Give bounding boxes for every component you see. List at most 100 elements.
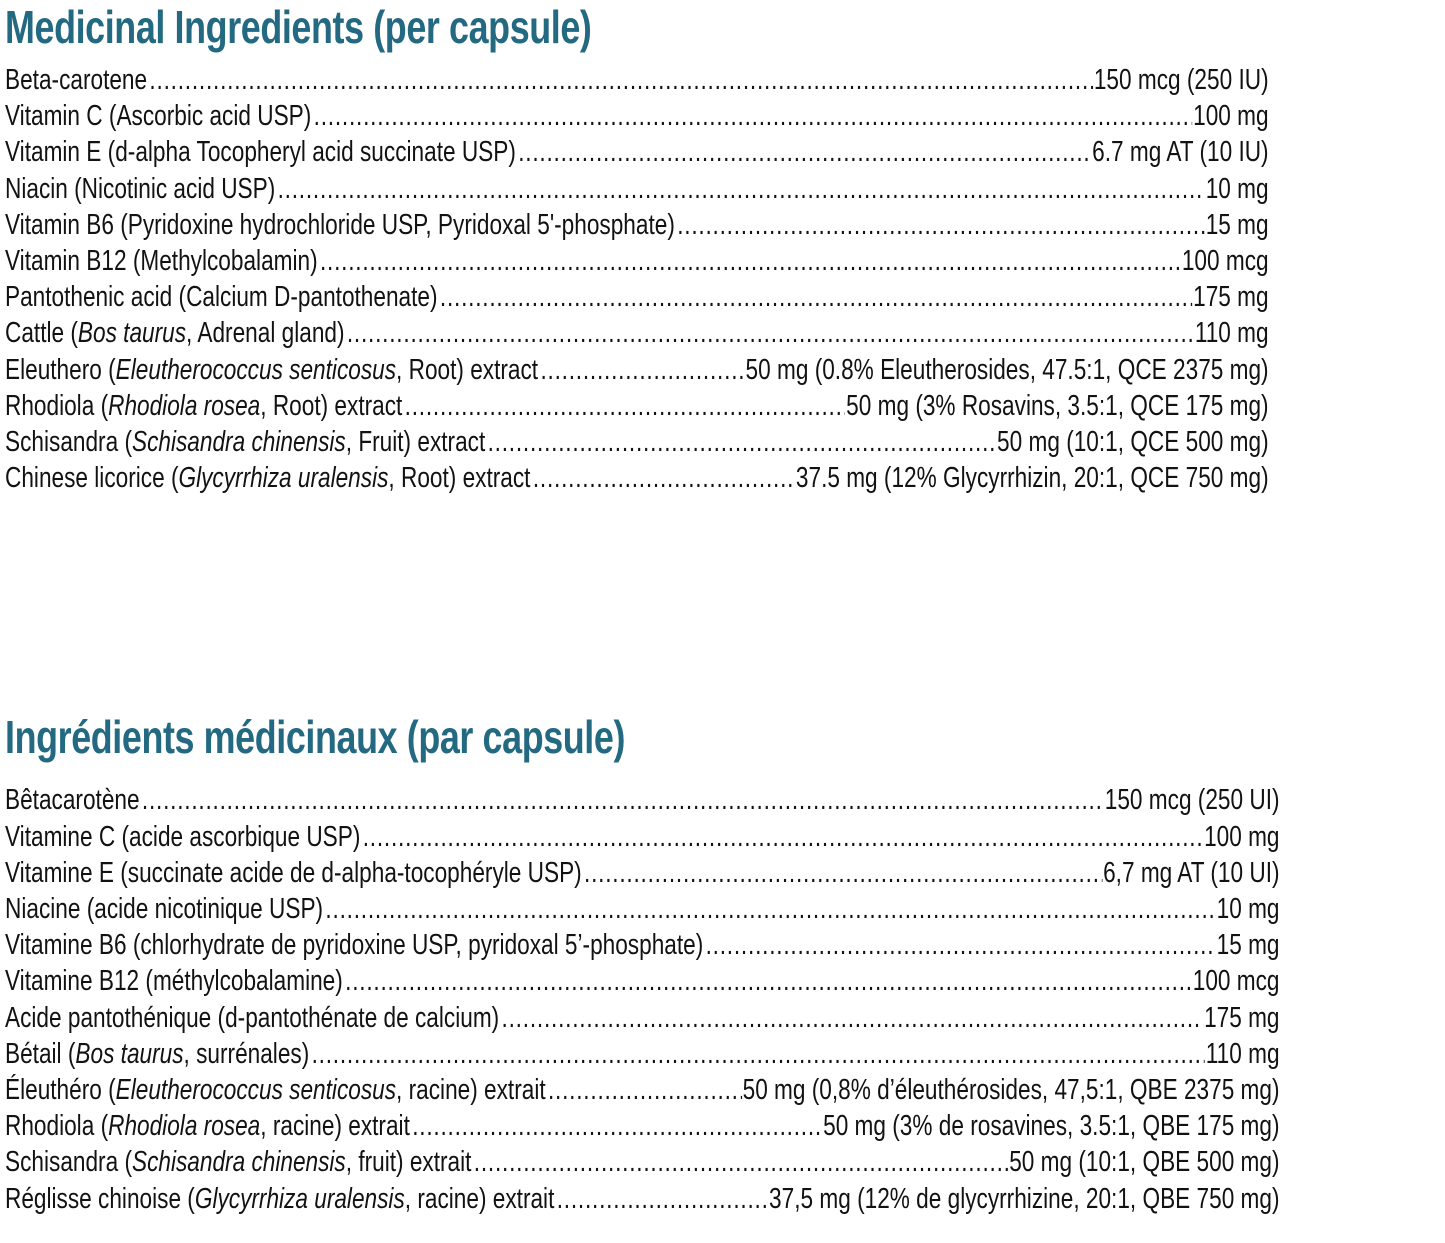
latin-name-italic: Schisandra chinensis bbox=[131, 1146, 346, 1179]
name-text: , Root) extract bbox=[396, 353, 539, 386]
dot-leader: ........................................… bbox=[313, 100, 1193, 133]
dot-leader: ........................................… bbox=[141, 784, 1104, 817]
ingredient-list-english: Beta-carotene...........................… bbox=[5, 62, 1269, 496]
latin-name-italic: Schisandra chinensis bbox=[131, 426, 346, 459]
ingredient-name: Éleuthéro (Eleutherococcus senticosus, r… bbox=[5, 1072, 546, 1108]
dot-leader: ........................................… bbox=[501, 1001, 1204, 1034]
name-text: , racine) extrait bbox=[260, 1110, 410, 1143]
ingredient-value: 10 mg bbox=[1216, 893, 1280, 926]
dot-leader: ........................................… bbox=[547, 1074, 742, 1107]
ingredient-row: Schisandra (Schisandra chinensis, Fruit)… bbox=[5, 424, 1269, 460]
dot-leader: ........................................… bbox=[677, 208, 1205, 241]
ingredient-row: Eleuthero (Eleutherococcus senticosus, R… bbox=[5, 352, 1269, 388]
dot-leader: ........................................… bbox=[346, 317, 1195, 350]
ingredient-value: 50 mg (3% Rosavins, 3.5:1, QCE 175 mg) bbox=[846, 389, 1269, 422]
name-text: Eleuthero ( bbox=[5, 353, 116, 386]
ingredient-value: 100 mcg bbox=[1181, 245, 1269, 278]
section-medicinal-ingredients-french: Ingrédients médicinaux (par capsule) Bêt… bbox=[5, 712, 1445, 1216]
ingredient-value: 50 mg (10:1, QBE 500 mg) bbox=[1009, 1146, 1280, 1179]
ingredient-value: 150 mcg (250 IU) bbox=[1093, 64, 1269, 96]
dot-leader: ........................................… bbox=[325, 893, 1216, 926]
name-text: , fruit) extrait bbox=[345, 1146, 472, 1179]
latin-name-italic: Rhodiola rosea bbox=[108, 389, 261, 422]
ingredient-value: 50 mg (0,8% d’éleuthérosides, 47,5:1, QB… bbox=[742, 1074, 1280, 1107]
dot-leader: ........................................… bbox=[518, 136, 1091, 169]
name-text: , Root) extract bbox=[260, 389, 403, 422]
ingredient-name: Rhodiola (Rhodiola rosea, racine) extrai… bbox=[5, 1108, 410, 1144]
ingredient-value: 50 mg (10:1, QCE 500 mg) bbox=[997, 426, 1269, 459]
ingredient-row: Vitamine C (acide ascorbique USP).......… bbox=[5, 819, 1280, 855]
ingredient-list-french: Bêtacarotène............................… bbox=[5, 782, 1280, 1216]
ingredient-row: Vitamin B12 (Methylcobalamin)...........… bbox=[5, 243, 1269, 279]
ingredient-name: Rhodiola (Rhodiola rosea, Root) extract bbox=[5, 388, 402, 424]
ingredient-name: Bêtacarotène bbox=[5, 782, 140, 818]
name-text: Rhodiola ( bbox=[5, 1110, 109, 1143]
dot-leader: ........................................… bbox=[404, 389, 846, 422]
name-text: Vitamin B12 (Methylcobalamin) bbox=[5, 245, 318, 278]
name-text: , Root) extract bbox=[388, 462, 531, 495]
dot-leader: ........................................… bbox=[345, 965, 1192, 998]
ingredient-row: Vitamine E (succinate acide de d-alpha-t… bbox=[5, 855, 1280, 891]
ingredient-name: Chinese licorice (Glycyrrhiza uralensis,… bbox=[5, 460, 530, 496]
section-title-french: Ingrédients médicinaux (par capsule) bbox=[5, 711, 626, 764]
latin-name-italic: Glycyrrhiza uralensis bbox=[178, 462, 389, 495]
ingredient-name: Vitamin E (d-alpha Tocopheryl acid succi… bbox=[5, 134, 516, 170]
ingredient-row: Schisandra (Schisandra chinensis, fruit)… bbox=[5, 1144, 1280, 1180]
ingredient-name: Niacine (acide nicotinique USP) bbox=[5, 891, 323, 927]
ingredient-row: Rhodiola (Rhodiola rosea, Root) extract.… bbox=[5, 388, 1269, 424]
ingredient-name: Schisandra (Schisandra chinensis, fruit)… bbox=[5, 1144, 471, 1180]
dot-leader: ........................................… bbox=[532, 462, 795, 495]
ingredient-name: Vitamine B6 (chlorhydrate de pyridoxine … bbox=[5, 927, 703, 963]
ingredient-row: Pantothenic acid (Calcium D-pantothenate… bbox=[5, 279, 1269, 315]
ingredient-value: 50 mg (0.8% Eleutherosides, 47.5:1, QCE … bbox=[745, 353, 1269, 386]
ingredient-name: Pantothenic acid (Calcium D-pantothenate… bbox=[5, 279, 438, 315]
ingredient-value: 6,7 mg AT (10 UI) bbox=[1103, 856, 1280, 889]
dot-leader: ........................................… bbox=[705, 929, 1216, 962]
section-medicinal-ingredients-english: Medicinal Ingredients (per capsule) Beta… bbox=[5, 2, 1445, 496]
ingredient-value: 110 mg bbox=[1205, 1037, 1280, 1070]
latin-name-italic: Eleutherococcus senticosus bbox=[115, 1074, 397, 1107]
ingredient-name: Eleuthero (Eleutherococcus senticosus, R… bbox=[5, 352, 538, 388]
ingredient-name: Niacin (Nicotinic acid USP) bbox=[5, 171, 275, 207]
ingredient-value: 6.7 mg AT (10 IU) bbox=[1092, 136, 1269, 169]
name-text: Vitamine C (acide ascorbique USP) bbox=[5, 820, 361, 853]
ingredient-value: 100 mg bbox=[1193, 100, 1269, 133]
ingredient-row: Rhodiola (Rhodiola rosea, racine) extrai… bbox=[5, 1108, 1280, 1144]
dot-leader: ........................................… bbox=[439, 281, 1193, 314]
name-text: Niacine (acide nicotinique USP) bbox=[5, 893, 324, 926]
latin-name-italic: Rhodiola rosea bbox=[108, 1110, 261, 1143]
dot-leader: ........................................… bbox=[584, 856, 1103, 889]
ingredient-value: 10 mg bbox=[1205, 172, 1269, 205]
name-text: Vitamine B12 (méthylcobalamine) bbox=[5, 965, 343, 998]
name-text: Beta-carotene bbox=[5, 64, 148, 96]
name-text: Éleuthéro ( bbox=[5, 1074, 116, 1107]
ingredient-value: 15 mg bbox=[1216, 929, 1280, 962]
name-text: , Adrenal gland) bbox=[186, 317, 345, 350]
ingredient-name: Vitamin C (Ascorbic acid USP) bbox=[5, 98, 311, 134]
latin-name-italic: Bos taurus bbox=[75, 1037, 184, 1070]
dot-leader: ........................................… bbox=[556, 1182, 769, 1215]
name-text: Bêtacarotène bbox=[5, 784, 140, 817]
ingredient-value: 150 mcg (250 UI) bbox=[1104, 784, 1280, 817]
ingredient-value: 100 mg bbox=[1204, 820, 1280, 853]
ingredient-value: 37.5 mg (12% Glycyrrhizin, 20:1, QCE 750… bbox=[795, 462, 1269, 495]
ingredient-value: 100 mcg bbox=[1192, 965, 1280, 998]
dot-leader: ........................................… bbox=[277, 172, 1205, 205]
dot-leader: ........................................… bbox=[149, 64, 1093, 96]
ingredient-name: Vitamine E (succinate acide de d-alpha-t… bbox=[5, 855, 582, 891]
ingredient-row: Acide pantothénique (d-pantothénate de c… bbox=[5, 1000, 1280, 1036]
ingredient-row: Chinese licorice (Glycyrrhiza uralensis,… bbox=[5, 460, 1269, 496]
name-text: Niacin (Nicotinic acid USP) bbox=[5, 172, 276, 205]
ingredient-value: 175 mg bbox=[1193, 281, 1269, 314]
ingredient-row: Niacine (acide nicotinique USP).........… bbox=[5, 891, 1280, 927]
name-text: , racine) extrait bbox=[404, 1182, 555, 1215]
ingredient-name: Acide pantothénique (d-pantothénate de c… bbox=[5, 1000, 499, 1036]
ingredient-row: Réglisse chinoise (Glycyrrhiza uralensis… bbox=[5, 1181, 1280, 1217]
dot-leader: ........................................… bbox=[412, 1110, 822, 1143]
ingredient-row: Vitamine B6 (chlorhydrate de pyridoxine … bbox=[5, 927, 1280, 963]
dot-leader: ........................................… bbox=[319, 245, 1181, 278]
name-text: Rhodiola ( bbox=[5, 389, 109, 422]
name-text: Vitamin C (Ascorbic acid USP) bbox=[5, 100, 312, 133]
section-title-english: Medicinal Ingredients (per capsule) bbox=[5, 1, 592, 53]
name-text: , Fruit) extract bbox=[345, 426, 486, 459]
